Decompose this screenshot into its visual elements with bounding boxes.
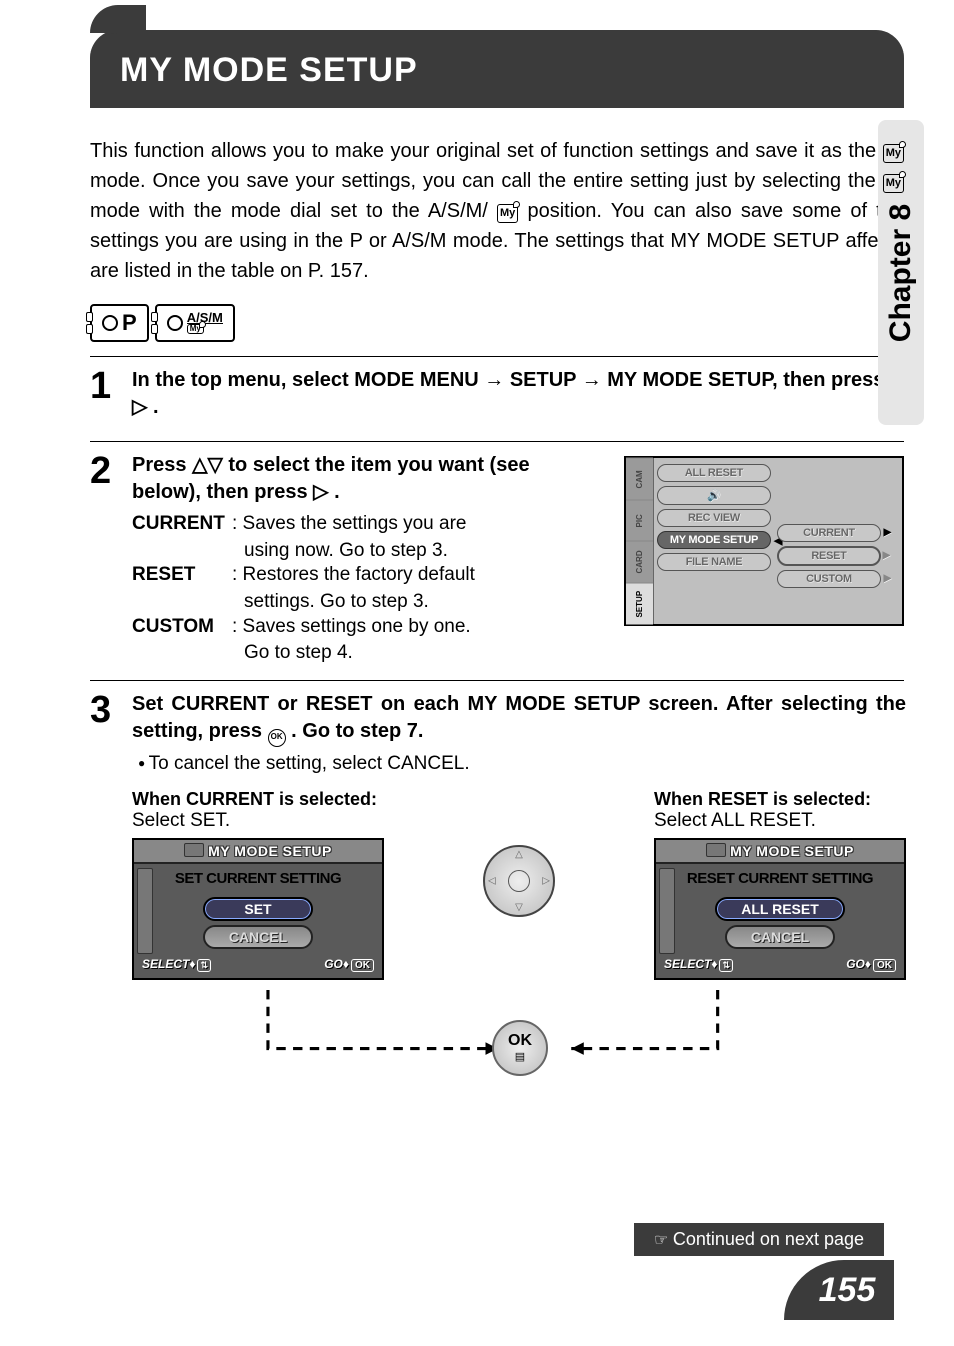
updown-icon: ⇅ (719, 959, 733, 972)
list-icon: ▤ (515, 1050, 525, 1063)
mode-dial-row: P A/S/M My (90, 304, 904, 342)
def-custom-desc: : Saves settings one by one. (232, 615, 604, 640)
triangle-up-down-icon: △▽ (192, 452, 223, 479)
continued-banner: Continued on next page (634, 1223, 884, 1256)
lcd-option-allreset: ALL RESET (715, 897, 845, 921)
my-mode-icon: My (883, 174, 904, 193)
lcd-sidebar (137, 868, 153, 954)
nav-right-icon: ▷ (542, 875, 550, 886)
step-number: 2 (90, 452, 120, 666)
reset-column: When RESET is selected: Select ALL RESET… (654, 789, 906, 980)
nav-up-icon: △ (515, 849, 523, 860)
menu-option-current: CURRENT (777, 524, 881, 542)
menu-tab-card: CARD (626, 541, 653, 583)
lcd-subtitle: SET CURRENT SETTING (134, 864, 382, 893)
lcd-foot-go: GO (846, 957, 865, 971)
dial-icon (102, 315, 118, 331)
intro-text: This function allows you to make your or… (90, 140, 883, 162)
lcd-foot-select: SELECT (664, 957, 711, 971)
dial-icon (167, 315, 183, 331)
lcd-option-cancel: CANCEL (725, 925, 835, 949)
current-title: When CURRENT is selected: (132, 789, 384, 810)
lcd-option-cancel: CANCEL (203, 925, 313, 949)
def-custom-desc2: Go to step 4. (244, 641, 604, 666)
def-reset-desc: : Restores the factory default (232, 563, 604, 588)
lcd-sidebar (659, 868, 675, 954)
step-2: 2 Press △▽ to select the item you want (… (90, 441, 904, 680)
nav-left-icon: ◁ (488, 875, 496, 886)
mode-p-button: P (90, 304, 149, 342)
current-sub: Select SET. (132, 810, 384, 832)
lcd-option-set: SET (203, 897, 313, 921)
intro-text: mode. Once you save your settings, you c… (90, 170, 883, 192)
step-1: 1 In the top menu, select MODE MENU → SE… (90, 356, 904, 441)
chapter-tab: Chapter 8 (878, 120, 924, 425)
ok-box: OK (351, 959, 374, 972)
my-mode-icon: My (187, 324, 204, 333)
menu-item-rec-view: REC VIEW (657, 509, 771, 527)
arrow-right-icon: → (582, 369, 602, 391)
reset-sub: Select ALL RESET. (654, 810, 906, 832)
ok-button-illustration: OK ▤ (492, 1020, 548, 1076)
camera-menu-panel: CAM PIC CARD SETUP ALL RESET 🔊 REC VIEW … (624, 456, 904, 626)
connector-diagram: OK ▤ (132, 990, 906, 1110)
def-custom-label: CUSTOM (132, 615, 232, 640)
intro-paragraph: This function allows you to make your or… (90, 136, 904, 286)
def-current-desc: : Saves the settings you are (232, 512, 604, 537)
nav-circle-icon: △ ▽ ◁ ▷ (483, 845, 555, 917)
menu-item-all-reset: ALL RESET (657, 464, 771, 482)
lcd-title: MY MODE SETUP (656, 840, 904, 864)
updown-icon: ⇅ (197, 959, 211, 972)
menu-option-reset: RESET (777, 546, 881, 566)
menu-option-custom: CUSTOM (777, 570, 881, 588)
step-1-heading: In the top menu, select MODE MENU → SETU… (132, 367, 904, 421)
step-2-heading: Press △▽ to select the item you want (se… (132, 452, 604, 506)
mode-p-label: P (122, 310, 137, 336)
page-title: MY MODE SETUP (120, 51, 904, 90)
lcd-reset: MY MODE SETUP RESET CURRENT SETTING ALL … (654, 838, 906, 980)
intro-text: mode with the mode dial set to the A/S/M… (90, 200, 488, 222)
page-number: 155 (784, 1260, 894, 1320)
triangle-right-icon: ▷ (313, 479, 328, 506)
step-number: 3 (90, 691, 120, 1109)
ok-label: OK (508, 1032, 532, 1050)
nav-pad-illustration: △ ▽ ◁ ▷ (474, 789, 564, 980)
def-reset-desc2: settings. Go to step 3. (244, 590, 604, 615)
ok-button-icon: OK (268, 729, 286, 747)
step-3: 3 Set CURRENT or RESET on each MY MODE S… (90, 680, 904, 1123)
menu-item-file-name: FILE NAME (657, 553, 771, 571)
menu-item-my-mode-setup: MY MODE SETUP (657, 531, 771, 549)
def-current-label: CURRENT (132, 512, 232, 537)
continued-text: Continued on next page (673, 1229, 864, 1249)
triangle-right-icon: ▷ (132, 394, 147, 421)
my-mode-icon: My (497, 204, 518, 223)
step-3-heading: Set CURRENT or RESET on each MY MODE SET… (132, 691, 906, 746)
chapter-label: Chapter 8 (884, 203, 918, 341)
def-reset-label: RESET (132, 563, 232, 588)
lcd-subtitle: RESET CURRENT SETTING (656, 864, 904, 893)
def-current-desc2: using now. Go to step 3. (244, 539, 604, 564)
lcd-title: MY MODE SETUP (134, 840, 382, 864)
lcd-foot-select: SELECT (142, 957, 189, 971)
menu-tab-cam: CAM (626, 458, 653, 500)
step-3-bullet: To cancel the setting, select CANCEL. (154, 753, 906, 775)
my-mode-icon: My (883, 144, 904, 163)
nav-down-icon: ▽ (515, 902, 523, 913)
arrow-right-icon: → (484, 369, 504, 391)
reset-title: When RESET is selected: (654, 789, 906, 810)
page-title-bar: MY MODE SETUP (90, 30, 904, 108)
lcd-foot-go: GO (324, 957, 343, 971)
step-number: 1 (90, 367, 120, 427)
current-column: When CURRENT is selected: Select SET. MY… (132, 789, 384, 980)
lcd-current: MY MODE SETUP SET CURRENT SETTING SET CA… (132, 838, 384, 980)
mode-asm-button: A/S/M My (155, 304, 235, 342)
menu-tab-setup: SETUP (626, 583, 653, 625)
ok-box: OK (873, 959, 896, 972)
menu-tab-pic: PIC (626, 500, 653, 542)
menu-item-sound: 🔊 (657, 486, 771, 505)
